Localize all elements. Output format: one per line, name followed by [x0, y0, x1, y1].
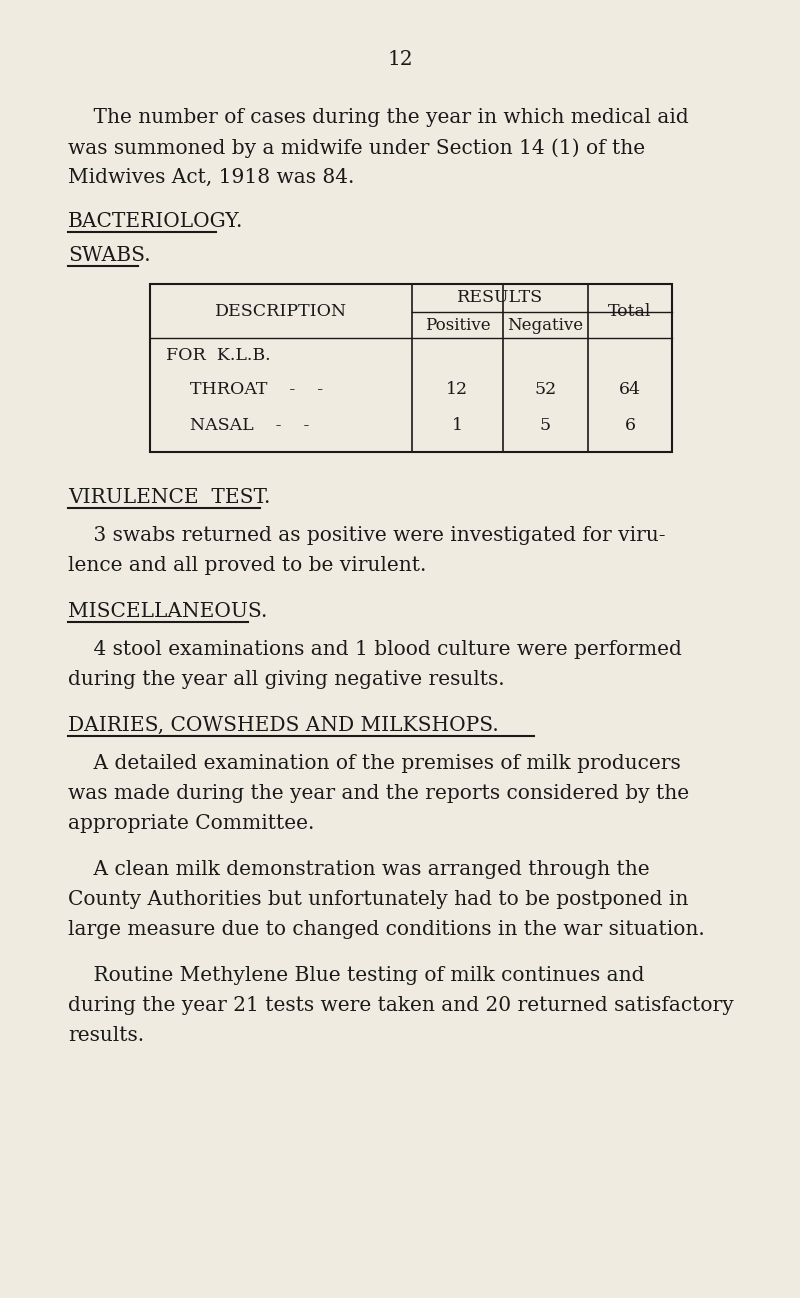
Text: 1: 1: [452, 418, 463, 435]
Text: results.: results.: [68, 1025, 144, 1045]
Bar: [150, 284, 672, 452]
Text: SWABS.: SWABS.: [68, 247, 150, 265]
Text: A clean milk demonstration was arranged through the: A clean milk demonstration was arranged …: [68, 861, 650, 879]
Text: County Authorities but unfortunately had to be postponed in: County Authorities but unfortunately had…: [68, 890, 688, 909]
Text: during the year 21 tests were taken and 20 returned satisfactory: during the year 21 tests were taken and …: [68, 996, 734, 1015]
Text: during the year all giving negative results.: during the year all giving negative resu…: [68, 670, 505, 689]
Text: BACTERIOLOGY.: BACTERIOLOGY.: [68, 212, 243, 231]
Text: was made during the year and the reports considered by the: was made during the year and the reports…: [68, 784, 689, 803]
Text: 64: 64: [619, 382, 641, 398]
Text: Positive: Positive: [425, 317, 490, 334]
Text: DESCRIPTION: DESCRIPTION: [215, 302, 347, 319]
Text: NASAL    -    -: NASAL - -: [190, 418, 310, 435]
Text: 4 stool examinations and 1 blood culture were performed: 4 stool examinations and 1 blood culture…: [68, 640, 682, 659]
Text: Midwives Act, 1918 was 84.: Midwives Act, 1918 was 84.: [68, 167, 354, 187]
Text: VIRULENCE  TEST.: VIRULENCE TEST.: [68, 488, 270, 508]
Text: appropriate Committee.: appropriate Committee.: [68, 814, 314, 833]
Text: THROAT    -    -: THROAT - -: [190, 382, 323, 398]
Text: Total: Total: [608, 302, 652, 319]
Text: The number of cases during the year in which medical aid: The number of cases during the year in w…: [68, 108, 689, 127]
Text: RESULTS: RESULTS: [457, 289, 543, 306]
Text: 12: 12: [446, 382, 469, 398]
Text: 12: 12: [387, 51, 413, 69]
Text: A detailed examination of the premises of milk producers: A detailed examination of the premises o…: [68, 754, 681, 774]
Text: 52: 52: [534, 382, 557, 398]
Text: was summoned by a midwife under Section 14 (1) of the: was summoned by a midwife under Section …: [68, 138, 645, 157]
Text: large measure due to changed conditions in the war situation.: large measure due to changed conditions …: [68, 920, 705, 938]
Text: Routine Methylene Blue testing of milk continues and: Routine Methylene Blue testing of milk c…: [68, 966, 645, 985]
Text: 6: 6: [625, 418, 635, 435]
Text: Negative: Negative: [507, 317, 583, 334]
Text: MISCELLANEOUS.: MISCELLANEOUS.: [68, 602, 267, 620]
Text: FOR  K.L.B.: FOR K.L.B.: [166, 347, 270, 363]
Text: DAIRIES, COWSHEDS AND MILKSHOPS.: DAIRIES, COWSHEDS AND MILKSHOPS.: [68, 716, 498, 735]
Text: 5: 5: [540, 418, 551, 435]
Text: 3 swabs returned as positive were investigated for viru-: 3 swabs returned as positive were invest…: [68, 526, 666, 545]
Text: lence and all proved to be virulent.: lence and all proved to be virulent.: [68, 556, 426, 575]
